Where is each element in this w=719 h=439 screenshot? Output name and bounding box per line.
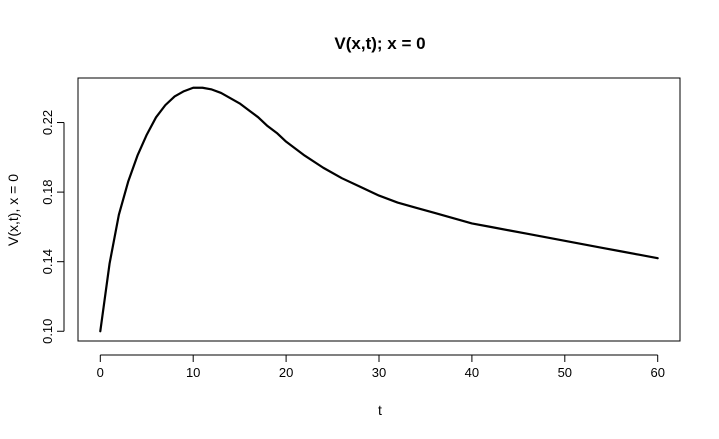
x-tick-label: 10 — [186, 365, 200, 380]
x-tick-label: 50 — [558, 365, 572, 380]
series-line — [99, 86, 659, 333]
x-tick-label: 30 — [372, 365, 386, 380]
y-tick-label: 0.14 — [40, 249, 55, 274]
x-axis-label: t — [378, 402, 382, 418]
y-axis-label: V(x,t), x = 0 — [5, 174, 21, 246]
y-axis: 0.10 0.14 0.18 0.22 — [40, 110, 65, 344]
y-tick-label: 0.18 — [40, 179, 55, 204]
y-tick-label: 0.22 — [40, 110, 55, 135]
chart-title: V(x,t); x = 0 — [334, 34, 425, 53]
plot-area-frame — [77, 77, 681, 342]
x-tick-label: 60 — [650, 365, 664, 380]
y-tick-label: 0.10 — [40, 319, 55, 344]
x-tick-label: 20 — [279, 365, 293, 380]
x-tick-label: 40 — [465, 365, 479, 380]
x-axis: 0 10 20 30 40 50 60 — [97, 354, 665, 380]
series-layer — [99, 86, 659, 333]
x-tick-label: 0 — [97, 365, 104, 380]
